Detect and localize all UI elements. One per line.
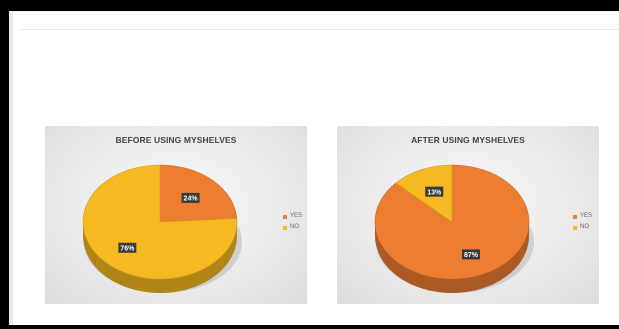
data-label-no: 13% [427,189,442,196]
legend-item-no: NO [573,222,592,233]
legend-item-no: NO [283,222,302,233]
data-label-yes: 87% [464,252,479,259]
pie-chart-before: 24% 76% [82,164,242,293]
legend-label: NO [580,224,589,230]
chart-legend: YES NO [573,211,592,233]
legend-item-yes: YES [573,211,592,222]
legend-swatch-no [573,225,577,230]
legend-label: YES [580,213,593,219]
pie-slice-no [395,164,453,223]
data-label-box [181,192,200,203]
data-label-no: 76% [120,246,135,253]
pie-slice-side-no [83,222,237,293]
legend-swatch-yes [283,214,287,219]
legend-swatch-no [283,225,287,230]
legend-label: YES [290,213,303,219]
pie-slice-side-yes [375,222,529,293]
data-label-yes: 24% [184,196,199,203]
data-label-box [425,186,444,197]
chart-after: AFTER USING MYSHELVES 87% 13% YES NO [337,126,599,304]
pie-chart-after: 87% 13% [374,164,534,293]
pie-slice-yes [374,164,530,280]
data-label-box [118,242,137,253]
page-canvas [9,11,619,325]
chart-before: BEFORE USING MYSHELVES 24% 76% YES NO [45,126,307,304]
data-label-box [461,249,480,260]
legend-label: NO [290,224,299,230]
chart-legend: YES NO [283,211,302,233]
chart-title: BEFORE USING MYSHELVES [115,135,237,145]
legend-swatch-yes [573,214,577,219]
legend-item-yes: YES [283,211,302,222]
chart-title: AFTER USING MYSHELVES [411,135,525,145]
divider [18,29,619,30]
